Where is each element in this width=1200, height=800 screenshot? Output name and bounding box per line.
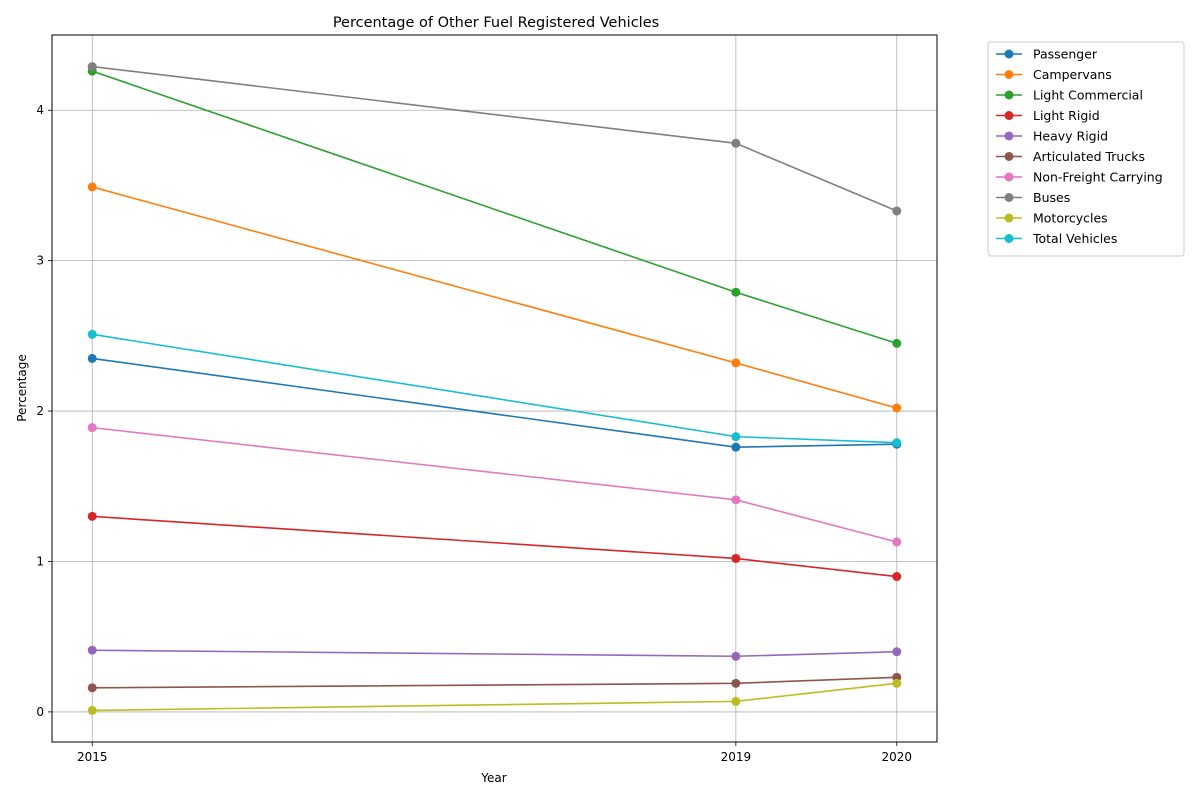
- legend-entry: Campervans: [996, 67, 1112, 82]
- data-point: [87, 683, 97, 693]
- data-point: [731, 358, 741, 368]
- gridlines: [52, 35, 937, 742]
- data-point: [892, 678, 902, 688]
- legend-marker: [1004, 172, 1014, 182]
- data-point: [892, 647, 902, 657]
- data-point: [87, 62, 97, 72]
- series-campervans: [87, 182, 902, 413]
- data-point: [87, 645, 97, 655]
- legend-marker: [1004, 131, 1014, 141]
- legend-marker: [1004, 111, 1014, 120]
- data-point: [731, 651, 741, 661]
- y-tick-label: 1: [36, 554, 44, 568]
- series-buses: [87, 62, 902, 216]
- plot-frame: [51, 34, 938, 743]
- data-point: [731, 432, 741, 442]
- series-light-rigid: [87, 511, 902, 582]
- data-point: [87, 705, 97, 715]
- data-point: [87, 423, 97, 433]
- series-heavy-rigid: [87, 645, 902, 661]
- legend-marker: [1004, 234, 1014, 243]
- legend-entry: Non-Freight Carrying: [996, 170, 1163, 185]
- legend-marker: [1004, 90, 1014, 100]
- data-point: [87, 353, 97, 363]
- legend-label: Non-Freight Carrying: [1033, 170, 1163, 185]
- x-axis-title: Year: [480, 771, 506, 785]
- legend: Passenger Campervans Light Commercial Light…: [987, 41, 1185, 257]
- data-point: [731, 287, 741, 297]
- x-tick-label: 2019: [721, 750, 752, 764]
- legend-label: Buses: [1033, 190, 1070, 205]
- legend-label: Light Rigid: [1033, 108, 1100, 123]
- data-point: [892, 206, 902, 216]
- legend-marker: [1004, 70, 1014, 79]
- series-non-freight-carrying: [87, 423, 902, 547]
- legend-marker: [1004, 49, 1014, 59]
- legend-label: Light Commercial: [1033, 88, 1143, 103]
- legend-box: [987, 41, 1185, 257]
- legend-entry: Articulated Trucks: [996, 149, 1145, 164]
- data-point: [892, 572, 902, 582]
- legend-marker: [1004, 152, 1014, 161]
- legend-entry: Light Rigid: [996, 108, 1100, 123]
- chart-title: Percentage of Other Fuel Registered Vehi…: [333, 15, 659, 31]
- data-point: [731, 138, 741, 148]
- data-point: [892, 338, 902, 348]
- legend-entry: Light Commercial: [996, 88, 1143, 103]
- legend-label: Heavy Rigid: [1033, 129, 1108, 144]
- data-point: [87, 182, 97, 192]
- y-tick-label: 2: [36, 404, 44, 418]
- legend-label: Articulated Trucks: [1033, 149, 1145, 164]
- data-point: [731, 678, 741, 688]
- data-point: [731, 696, 741, 706]
- y-tick-label: 3: [36, 254, 44, 268]
- legend-label: Passenger: [1033, 47, 1098, 62]
- y-axis-title: Percentage: [15, 354, 29, 422]
- data-point: [892, 537, 902, 547]
- legend-entry: Buses: [996, 190, 1070, 205]
- series-lines: [87, 62, 902, 715]
- data-point: [87, 511, 97, 521]
- series-motorcycles: [87, 678, 902, 715]
- data-point: [731, 553, 741, 563]
- legend-entry: Motorcycles: [996, 211, 1108, 226]
- legend-marker: [1004, 193, 1014, 202]
- data-point: [87, 329, 97, 339]
- axis-ticks: 2015 2019 2020 0 1 2 3 4: [36, 103, 912, 764]
- data-point: [731, 442, 741, 452]
- data-point: [892, 438, 902, 448]
- data-point: [892, 403, 902, 413]
- data-point: [731, 495, 741, 505]
- legend-label: Campervans: [1033, 67, 1112, 82]
- series-total-vehicles: [87, 329, 902, 448]
- x-tick-label: 2015: [77, 750, 108, 764]
- legend-label: Motorcycles: [1033, 211, 1108, 226]
- legend-marker: [1004, 213, 1014, 223]
- legend-label: Total Vehicles: [1032, 231, 1117, 246]
- legend-entry: Heavy Rigid: [996, 129, 1108, 144]
- x-tick-label: 2020: [881, 750, 912, 764]
- legend-entry: Total Vehicles: [996, 231, 1117, 246]
- y-tick-label: 4: [36, 103, 44, 117]
- legend-entry: Passenger: [996, 47, 1098, 62]
- y-tick-label: 0: [36, 705, 44, 719]
